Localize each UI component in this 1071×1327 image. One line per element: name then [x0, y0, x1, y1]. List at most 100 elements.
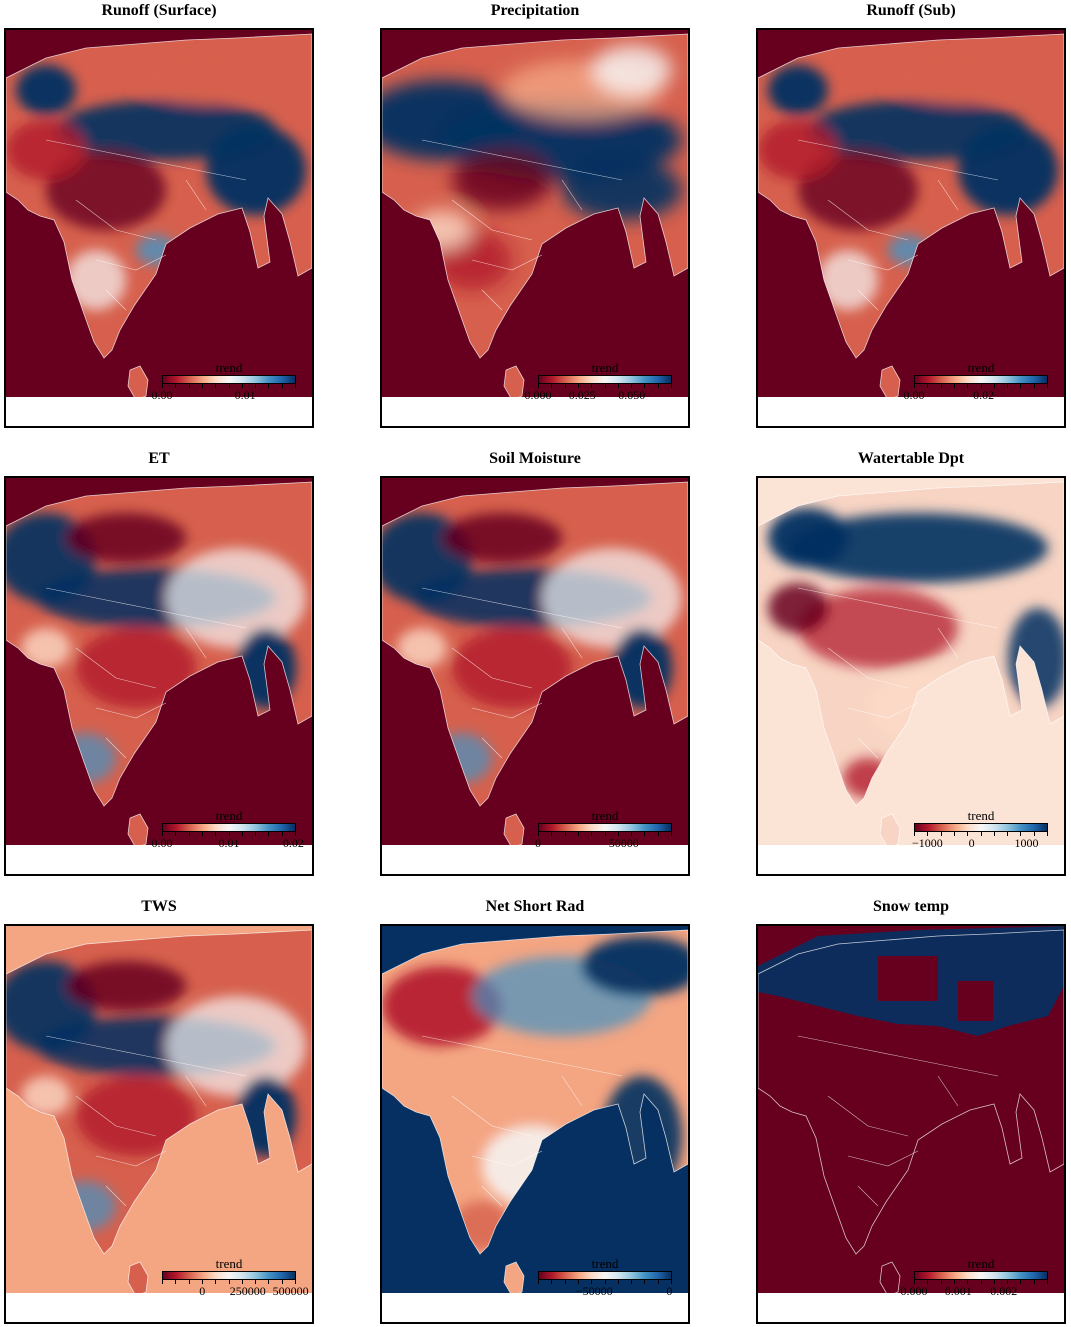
map-frame: trend 0 50000: [380, 476, 690, 876]
colorbar-tick-mark: [617, 1280, 619, 1284]
colorbar-tick-mark: [551, 384, 553, 388]
coastline: [6, 481, 312, 845]
admin-borders: [797, 587, 999, 759]
colorbar-tick-mark: [295, 384, 296, 388]
map-margin: [382, 397, 688, 426]
trend-map: [6, 926, 312, 1293]
map-frame: trend 0.00 0.01 0.02: [4, 476, 314, 876]
panel-title: Net Short Rad: [485, 898, 585, 915]
trend-region: [16, 65, 76, 115]
colorbar-tick-mark: [162, 1280, 163, 1284]
admin-borders: [45, 587, 247, 759]
colorbar-tick-mark: [927, 1280, 929, 1284]
admin-borders: [797, 139, 999, 311]
map-margin: [758, 1293, 1064, 1322]
colorbar-tick-mark: [215, 384, 217, 388]
trend-map: [758, 926, 1064, 1293]
trend-region: [452, 150, 552, 210]
colorbar-ticks: [538, 1280, 672, 1284]
map-margin: [758, 845, 1064, 874]
trend-region: [66, 961, 186, 1011]
trend-region: [442, 513, 562, 563]
trend-region: [382, 966, 502, 1046]
trend-region: [758, 120, 838, 180]
colorbar-tick-mark: [268, 832, 270, 836]
colorbar-tick-label: 0.025: [568, 388, 596, 402]
colorbar-tick-mark: [980, 384, 982, 388]
colorbar-tick-mark: [255, 1280, 257, 1284]
admin-borders: [45, 139, 247, 311]
admin-borders: [797, 1035, 999, 1207]
map-frame: trend 0.00 0.01: [4, 28, 314, 428]
colorbar-tick-mark: [162, 384, 163, 388]
colorbar-gradient: [538, 375, 672, 384]
colorbar-tick-mark: [215, 832, 217, 836]
colorbar-tick-mark: [215, 1280, 217, 1284]
panel-net-short-rad: Net Short Rad trend −50000 0: [380, 898, 690, 1324]
colorbar-gradient: [914, 823, 1048, 832]
colorbar-gradient: [914, 375, 1048, 384]
colorbar-tick-label: 0: [968, 836, 975, 850]
colorbar-tick-mark: [591, 1280, 593, 1284]
colorbar-tick-label: 0: [666, 1284, 673, 1298]
trend-region: [76, 628, 196, 708]
colorbar-tick-mark: [914, 832, 915, 836]
colorbar-tick-label: 50000: [608, 836, 639, 850]
colorbar-tick-mark: [188, 1280, 190, 1284]
admin-borders: [45, 1035, 247, 1207]
colorbar-tick-mark: [617, 384, 619, 388]
trend-region: [6, 120, 86, 180]
colorbar-tick-mark: [631, 832, 633, 836]
panel-title: TWS: [141, 898, 177, 915]
colorbar-ticks: [538, 384, 672, 388]
trend-region: [166, 996, 306, 1096]
colorbar-tick-label: 0: [199, 1284, 206, 1298]
colorbar-tick-mark: [631, 1280, 633, 1284]
colorbar-tick-mark: [914, 1280, 915, 1284]
colorbar-tick-mark: [241, 1280, 243, 1284]
colorbar-gradient: [162, 1271, 296, 1280]
colorbar-tick-mark: [604, 384, 606, 388]
trend-region: [768, 583, 828, 633]
colorbar-label: trend: [215, 808, 243, 823]
panel-soil-moisture: Soil Moisture trend 0 50000: [380, 450, 690, 876]
colorbar-tick-mark: [577, 384, 579, 388]
colorbar-tick-mark: [993, 1280, 995, 1284]
colorbar-tick-label: 0.000: [900, 1284, 928, 1298]
colorbar-tick-mark: [538, 1280, 539, 1284]
panel-title: Soil Moisture: [489, 450, 581, 467]
panel-snow-temp: Snow temp trend 0.000 0.001 0.002: [756, 898, 1066, 1324]
colorbar-tick-mark: [967, 384, 969, 388]
map-frame: trend 0 250000 500000: [4, 924, 314, 1324]
colorbar-tick-mark: [953, 384, 955, 388]
colorbar-tick-mark: [255, 832, 257, 836]
colorbar-tick-label: 0: [535, 836, 541, 850]
colorbar-tick-mark: [188, 832, 190, 836]
trend-region: [452, 628, 572, 708]
map-frame: trend −50000 0: [380, 924, 690, 1324]
trend-region: [46, 150, 166, 230]
map-frame: trend −1000 0 1000: [756, 476, 1066, 876]
colorbar-tick-mark: [188, 384, 190, 388]
colorbar-tick-mark: [631, 384, 633, 388]
colorbar-tick-mark: [228, 384, 230, 388]
colorbar-tick-mark: [295, 1280, 296, 1284]
colorbar-tick-mark: [175, 1280, 177, 1284]
colorbar-tick-label: 0.050: [618, 388, 646, 402]
colorbar-tick-label: 0.02: [973, 388, 995, 402]
colorbar-tick-mark: [953, 832, 955, 836]
colorbar-tick-mark: [551, 1280, 553, 1284]
trend-map: [758, 30, 1064, 397]
colorbar-ticks: [914, 384, 1048, 388]
colorbar-tick-mark: [551, 832, 553, 836]
colorbar-tick-mark: [940, 832, 942, 836]
colorbar-tick-label: 0.000: [524, 388, 552, 402]
colorbar-tick-mark: [538, 384, 539, 388]
colorbar-tick-mark: [980, 832, 982, 836]
coastline: [6, 33, 312, 397]
panel-title: Runoff (Sub): [866, 2, 956, 19]
trend-region: [542, 548, 682, 648]
map-margin: [382, 845, 688, 874]
colorbar-tick-mark: [1007, 832, 1009, 836]
colorbar-ticks: [538, 832, 672, 836]
